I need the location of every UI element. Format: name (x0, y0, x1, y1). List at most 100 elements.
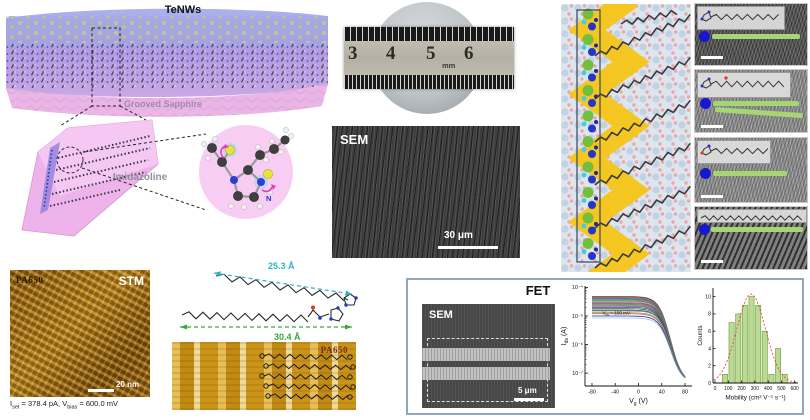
ruler-ticks-bottom (344, 75, 514, 89)
length-label-long: 30.4 Å (274, 332, 301, 342)
molecule-rows-texture (6, 44, 328, 88)
overlaid-molecule-models (259, 353, 356, 401)
svg-text:Vg (V): Vg (V) (629, 398, 648, 407)
groove-prism-zoom (21, 119, 159, 237)
stm-caption: Iset = 378.4 pA, Vbias = 600.0 mV (10, 399, 118, 411)
nanowire-in-groove (40, 142, 60, 214)
sulfur-atom (225, 145, 235, 155)
svg-text:80: 80 (682, 390, 688, 396)
nitrogen-atom (257, 178, 265, 186)
scale-bar (701, 195, 723, 198)
molecule-length-bar (712, 34, 800, 39)
grooved-sapphire-label: Grooved Sapphire (124, 99, 202, 109)
sem-label: SEM (429, 309, 453, 321)
stm-image-panel: PA650 STM 20 nm (10, 270, 150, 397)
svg-text:-80: -80 (588, 390, 596, 396)
transfer-curves-chart: 10⁻⁴ 10⁻⁵ 10⁻⁶ 10⁻⁷ -80 -40 0 40 80 Vg (V) Ids (A)… (561, 285, 692, 407)
stm-closeup-panel-4 (694, 206, 808, 270)
svg-text:Vds = 100 mV: Vds = 100 mV (602, 311, 631, 317)
scale-bar-label: 30 μm (444, 230, 473, 241)
svg-text:10: 10 (705, 294, 711, 300)
unit-cell-outline (576, 9, 601, 263)
zoom-connector-line (59, 105, 93, 127)
sem-label: SEM (340, 132, 369, 147)
scale-bar-label: 5 μm (518, 386, 537, 395)
scale-bar-label: 20 nm (116, 380, 140, 389)
nanowire-atom-column (581, 8, 598, 260)
fet-characterization-panel: FET SEM 5 μm 10⁻⁴ 10⁻⁵ 10⁻⁶ 10⁻⁷ -80 -40 0 40 80… (406, 278, 804, 415)
svg-text:8: 8 (708, 312, 711, 318)
svg-text:10⁻⁷: 10⁻⁷ (572, 371, 583, 377)
svg-text:-40: -40 (611, 390, 619, 396)
nitrogen-atom-label: N (266, 194, 271, 203)
alkyl-chain-molecules (594, 9, 691, 269)
svg-text:40: 40 (659, 390, 665, 396)
nanowire-end-marker (699, 224, 710, 235)
scale-bar (701, 125, 723, 128)
length-arrow-long (180, 324, 352, 330)
svg-text:300: 300 (751, 386, 760, 392)
svg-text:10⁻⁵: 10⁻⁵ (572, 314, 583, 320)
molecule-structure-inset (697, 209, 807, 223)
groove-texture (6, 84, 328, 117)
molecule-structure-inset (697, 140, 771, 164)
nanowire-end-marker (699, 31, 710, 42)
sulfur-atom (263, 169, 273, 179)
ruler-ticks-top (344, 27, 514, 41)
molecule-zoom-circle (56, 146, 84, 174)
length-arrow-short (213, 271, 353, 296)
ruler-number: 4 (386, 43, 396, 64)
stm-closeup-panel-2 (694, 69, 808, 133)
nanowire-end-marker (700, 98, 711, 109)
svg-text:0: 0 (637, 390, 640, 396)
scale-bar (701, 56, 723, 59)
svg-text:100: 100 (724, 386, 733, 392)
sem-image-panel: SEM 30 μm (332, 126, 520, 258)
molecule-length-bar (713, 101, 799, 106)
molecular-packing-panel (561, 4, 691, 272)
sample-label: PA650 (16, 275, 44, 285)
imidazoline-label: Imidazoline (113, 172, 168, 183)
molecule-length-bar (714, 107, 803, 119)
ruler-unit-label: mm (442, 61, 456, 70)
molecule-structure-inset (697, 72, 791, 98)
nitrogen-atom (230, 176, 238, 184)
electrode-bar (422, 367, 550, 380)
electrode-bar (422, 348, 550, 361)
svg-text:Counts: Counts (697, 325, 704, 345)
svg-text:Mobility (cm² V⁻¹ s⁻¹): Mobility (cm² V⁻¹ s⁻¹) (725, 395, 785, 402)
svg-text:200: 200 (737, 386, 746, 392)
molecule-structure-inset (697, 6, 785, 30)
ruler-number: 5 (426, 43, 436, 64)
svg-text:400: 400 (764, 386, 773, 392)
long-molecule (181, 305, 344, 323)
sample-label: PA650 (320, 345, 348, 355)
length-label-short: 25.3 Å (268, 261, 295, 271)
ruler-number: 3 (348, 43, 358, 64)
scale-bar (701, 260, 723, 263)
svg-text:600: 600 (791, 386, 800, 392)
nanowire-heads-texture (6, 16, 328, 43)
stm-closeup-panel-1 (694, 3, 808, 66)
fet-title: FET (525, 283, 551, 298)
zoom-connector-line (119, 105, 147, 121)
molecule-length-bar (711, 227, 803, 232)
nanowire-top-tint (6, 16, 328, 46)
svg-text:0: 0 (708, 381, 711, 387)
scale-bar (514, 398, 544, 401)
svg-text:10⁻⁴: 10⁻⁴ (572, 285, 584, 291)
imidazoline-molecule-model: N (199, 125, 294, 219)
groove-facet-ribbon (568, 4, 650, 272)
svg-text:10⁻⁶: 10⁻⁶ (572, 342, 583, 348)
tenws-label: TeNWs (165, 4, 201, 16)
molecule-length-panel: 25.3 Å 30.4 Å (180, 261, 358, 342)
wafer-photo-panel: 3 4 5 6 mm (332, 0, 520, 122)
svg-text:0: 0 (714, 386, 717, 392)
svg-text:6: 6 (708, 329, 711, 335)
molecule-length-bar (713, 171, 787, 176)
scale-bar (438, 246, 498, 249)
svg-text:4: 4 (708, 346, 711, 352)
stm-molecule-overlay-panel: PA650 (172, 342, 356, 410)
zoom-connector-line (83, 133, 207, 153)
